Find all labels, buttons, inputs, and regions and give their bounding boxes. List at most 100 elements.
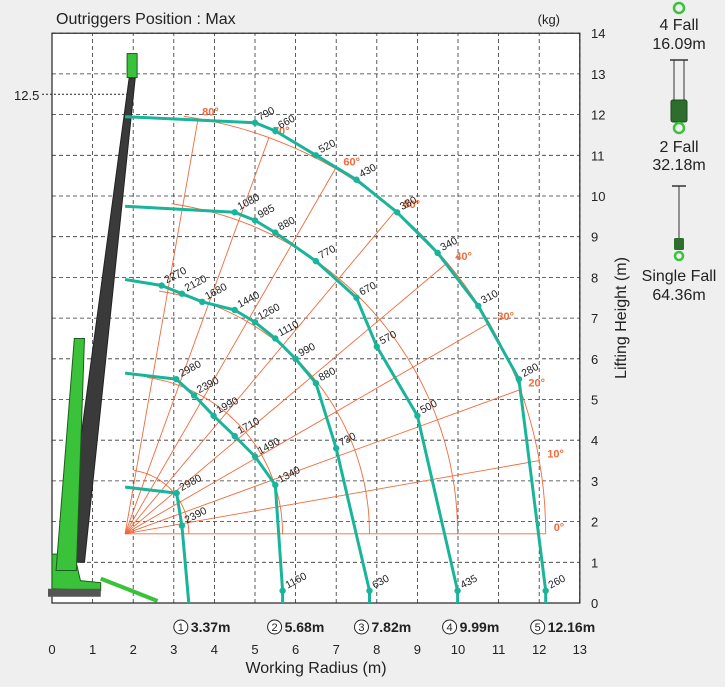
load-curve [124, 278, 371, 603]
x-tick-label: 10 [451, 642, 465, 657]
angle-line [125, 460, 540, 535]
angle-label: 40° [455, 251, 472, 263]
x-tick-label: 12 [532, 642, 546, 657]
hook-single-fall-icon [673, 250, 685, 262]
load-point [292, 355, 299, 362]
load-point [272, 229, 279, 236]
section-length: 5.68m [285, 619, 325, 635]
hook-2-fall: 2 Fall 32.18m [652, 59, 706, 174]
x-tick-label: 2 [130, 642, 137, 657]
load-point [475, 302, 482, 310]
hook-2-fall-icon [672, 121, 686, 135]
section-number: 2 [272, 622, 278, 634]
angle-label: 0° [554, 522, 565, 534]
plot-frame [51, 32, 581, 604]
y-tick-label: 13 [591, 67, 605, 82]
load-point [272, 127, 279, 135]
section-number: 3 [358, 622, 364, 634]
x-tick-label: 5 [251, 642, 258, 657]
y-tick-label: 10 [591, 189, 605, 204]
load-point [279, 587, 286, 594]
load-point [454, 587, 461, 594]
angle-label: 80° [202, 107, 219, 119]
load-point [210, 412, 217, 419]
max-height-label: 12.5 [14, 88, 39, 103]
y-tick-label: 2 [591, 515, 598, 530]
load-point [434, 249, 441, 257]
load-point [173, 375, 180, 383]
load-point [251, 318, 259, 326]
y-tick-label: 7 [591, 311, 598, 326]
angle-label: 20° [528, 378, 545, 390]
hook-4-fall-length: 16.09m [652, 36, 705, 53]
angle-arc [171, 203, 459, 534]
section-number: 4 [447, 622, 453, 634]
load-point [251, 217, 259, 224]
y-tick-label: 9 [591, 230, 598, 245]
hook-legend: 4 Fall 16.09m 2 Fall 32.18m Single Fall … [642, 1, 717, 304]
load-point [366, 587, 373, 594]
hook-4-fall: 4 Fall 16.09m [652, 1, 706, 53]
angle-line [124, 168, 336, 535]
hook-single-fall-block [674, 238, 684, 250]
angle-line [124, 389, 521, 535]
crane-track [48, 588, 101, 597]
section-number: 5 [535, 622, 541, 634]
load-point [353, 176, 360, 183]
axes: 1 3.37m 2 5.68m 3 7.82m 4 9.99m 5 12.16m 0 1 2 3 4 5 6 7 8… [48, 26, 605, 657]
y-tick-label: 3 [591, 474, 598, 489]
load-point [173, 489, 180, 497]
x-tick-label: 6 [292, 642, 299, 657]
y-tick-label: 4 [591, 433, 598, 448]
load-point [515, 375, 523, 383]
load-point [199, 298, 206, 306]
x-tick-label: 9 [414, 642, 421, 657]
section-marker [353, 619, 369, 635]
section-length: 9.99m [460, 619, 500, 635]
x-tick-label: 13 [573, 642, 587, 657]
section-marker [530, 619, 546, 635]
load-point [231, 306, 238, 314]
y-axis-label: Lifting Height (m) [613, 257, 630, 379]
chart-title: Outriggers Position : Max [56, 11, 236, 28]
load-point [542, 587, 549, 594]
hook-single-fall-name: Single Fall [642, 268, 717, 285]
section-marker [173, 619, 189, 635]
y-tick-label: 5 [591, 393, 598, 408]
load-point [178, 290, 186, 297]
crane-boom-base [55, 337, 85, 571]
load-point [178, 522, 186, 529]
load-point [251, 453, 259, 460]
hook-single-fall-length: 64.36m [652, 287, 705, 304]
angle-line [124, 322, 490, 535]
hook-single-fall: Single Fall 64.36m [642, 185, 717, 304]
load-point [272, 481, 279, 489]
load-point [251, 119, 259, 126]
y-tick-label: 0 [591, 596, 598, 611]
load-point [414, 412, 421, 419]
load-point [158, 282, 165, 289]
section-number: 1 [178, 622, 184, 634]
angle-label: 10° [547, 449, 564, 461]
x-tick-label: 0 [48, 642, 55, 657]
section-length: 7.82m [371, 619, 411, 635]
load-curve [125, 204, 460, 603]
section-length: 12.16m [548, 619, 595, 635]
load-point [231, 432, 238, 440]
unit-label: (kg) [538, 12, 560, 27]
angle-line [124, 137, 270, 534]
load-point [312, 152, 320, 159]
angle-label: 30° [497, 311, 514, 323]
angle-label: 50° [403, 199, 420, 211]
x-tick-label: 11 [492, 642, 506, 657]
x-axis-label: Working Radius (m) [245, 660, 386, 677]
x-tick-label: 3 [170, 642, 177, 657]
y-tick-label: 14 [591, 26, 605, 41]
load-point [393, 209, 401, 216]
crane-boom-tip [126, 53, 138, 79]
y-tick-label: 12 [591, 108, 605, 123]
section-length: 3.37m [191, 619, 231, 635]
hook-2-fall-name: 2 Fall [659, 139, 698, 156]
hook-4-fall-icon [672, 1, 686, 15]
